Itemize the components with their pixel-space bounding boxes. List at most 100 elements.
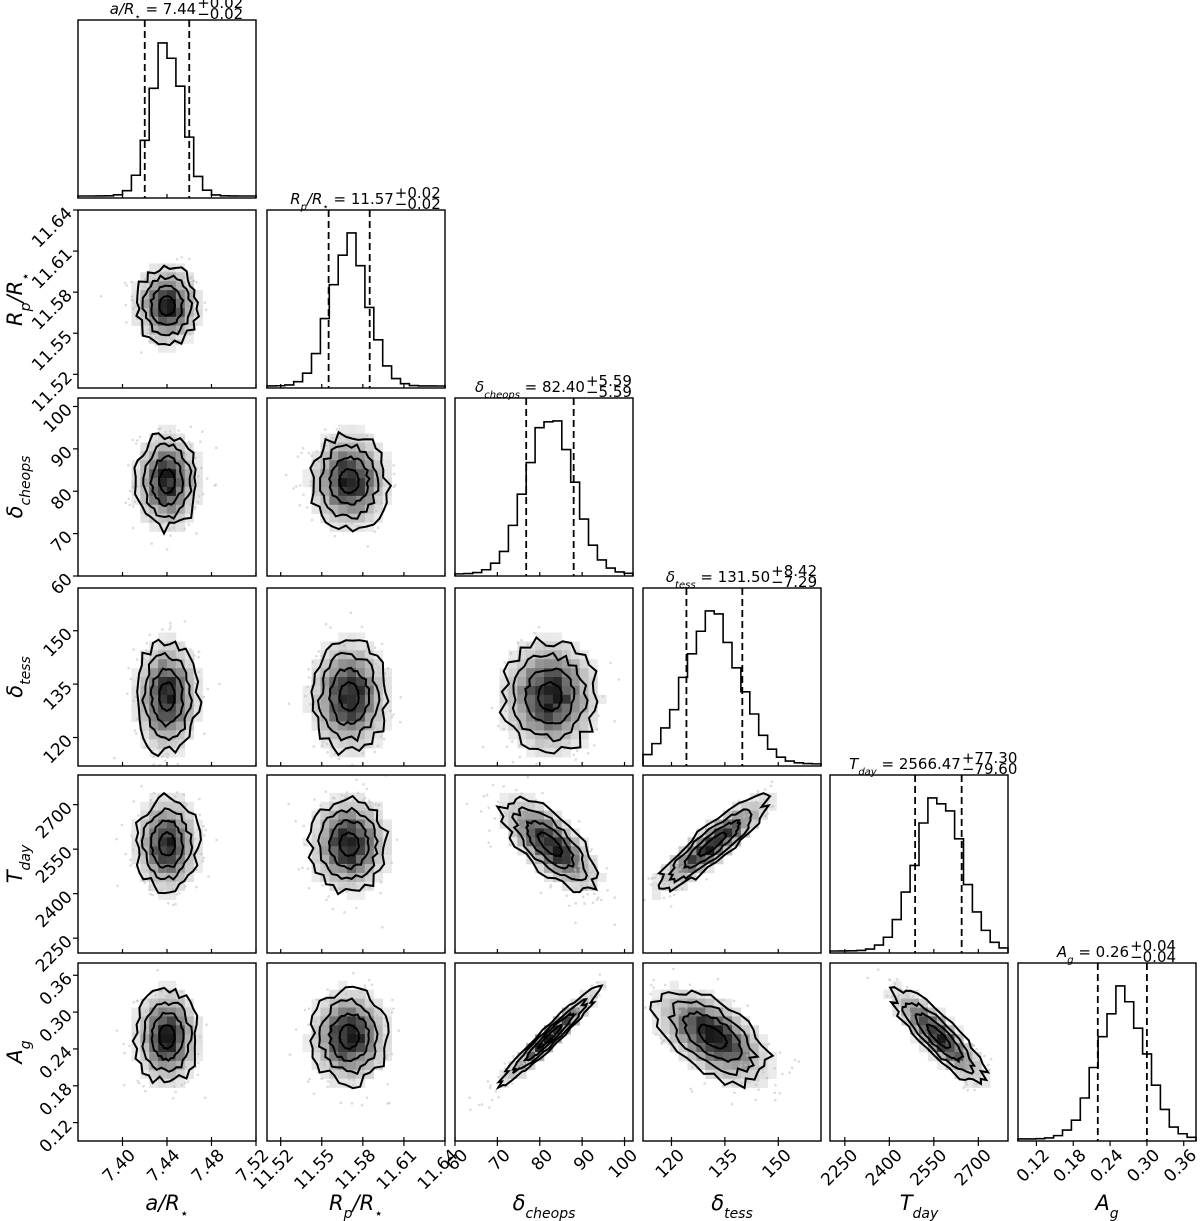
density-cell — [149, 1016, 159, 1026]
density-cell — [329, 837, 339, 847]
density-cell — [184, 998, 194, 1008]
sample-point — [321, 744, 324, 747]
sample-point — [184, 1065, 187, 1069]
sample-point — [361, 751, 364, 755]
sample-point — [352, 1083, 355, 1087]
density-cell — [311, 495, 321, 506]
density-cell — [338, 1069, 348, 1079]
density-cell — [544, 721, 554, 731]
density-cell — [552, 846, 563, 856]
density-cell — [517, 659, 527, 669]
sample-point — [577, 864, 580, 868]
density-cell — [651, 989, 662, 999]
sample-point — [965, 1061, 969, 1065]
density-cell — [356, 1025, 366, 1035]
contour-RpR-dch-0 — [338, 467, 360, 495]
density-cell — [338, 730, 348, 740]
sample-point — [739, 1063, 743, 1066]
density-cell — [678, 1034, 688, 1044]
sample-point — [745, 1054, 749, 1057]
density-cell — [158, 739, 168, 749]
density-cell — [338, 980, 348, 990]
density-cell — [167, 469, 177, 479]
density-cell — [347, 837, 357, 847]
density-cell — [338, 792, 348, 802]
density-cell — [588, 712, 598, 722]
contour-Tday-Ag-3 — [888, 986, 991, 1086]
sample-point — [152, 1069, 156, 1073]
density-cell — [356, 1007, 366, 1017]
sample-point — [152, 763, 156, 766]
density-cell — [320, 801, 330, 811]
sample-point — [740, 1081, 744, 1084]
density-cell — [373, 1034, 383, 1044]
density-cell — [320, 703, 330, 713]
density-cell — [382, 1043, 392, 1053]
sample-point — [673, 889, 677, 892]
sample-point — [323, 1013, 326, 1017]
sample-point — [488, 1086, 492, 1090]
sample-point — [306, 685, 309, 689]
sample-point — [526, 643, 530, 646]
sample-point — [180, 255, 183, 259]
sample-point — [678, 1011, 681, 1014]
sample-point — [488, 829, 491, 832]
hist-title-Tday: Tday = 2566.47 — [849, 755, 961, 778]
sample-point — [506, 1075, 510, 1079]
density-cell — [740, 1043, 751, 1053]
sample-point — [541, 791, 544, 795]
y-tick-label-Ag: 0.30 — [36, 1006, 77, 1047]
sample-point — [349, 805, 352, 808]
sample-point — [771, 804, 775, 808]
contour-dte-Ag-1 — [681, 1010, 743, 1063]
sample-point — [326, 988, 329, 991]
sample-point — [125, 321, 128, 324]
contour-aR-dch-1 — [149, 454, 185, 508]
sample-point — [306, 1080, 310, 1083]
sample-point — [113, 756, 116, 760]
density-cell — [175, 460, 186, 470]
density-cell — [552, 668, 563, 678]
sample-point — [139, 463, 143, 466]
sample-point — [322, 506, 326, 510]
density-cell — [535, 855, 545, 865]
density-cell — [311, 1052, 321, 1062]
sample-point — [174, 647, 178, 650]
sample-point — [912, 995, 915, 998]
sample-point — [201, 492, 205, 496]
density-cell — [184, 487, 194, 497]
sample-point — [601, 695, 605, 698]
sample-point — [157, 427, 160, 431]
density-cell — [758, 1069, 768, 1079]
sample-point — [364, 648, 368, 651]
density-cell — [149, 685, 159, 696]
density-cell — [356, 433, 366, 443]
density-cell — [356, 998, 366, 1008]
density-cell — [167, 1025, 177, 1035]
y-axis-label-dte: δtess — [3, 656, 34, 698]
sample-point — [390, 715, 394, 719]
sample-point — [508, 843, 512, 847]
sample-point — [503, 1062, 507, 1065]
sample-point — [99, 295, 103, 298]
contour-RpR-Tday-2 — [317, 806, 379, 881]
sample-point — [196, 1073, 200, 1077]
density-cell — [347, 721, 357, 731]
density-cell — [311, 703, 321, 713]
sample-point — [965, 1083, 968, 1086]
density-cell — [714, 1025, 724, 1035]
sample-point — [374, 662, 378, 666]
sample-point — [189, 1018, 192, 1021]
sample-point — [521, 1061, 524, 1065]
sample-point — [130, 280, 133, 284]
contours-aR-RpR — [135, 264, 201, 347]
sample-point — [303, 1008, 307, 1012]
sample-point — [124, 501, 128, 505]
density-cell — [167, 325, 177, 335]
density-cell — [158, 890, 168, 900]
sample-point — [122, 1042, 125, 1046]
sample-point — [133, 729, 137, 732]
x-axis-label-RpR: Rp/R⋆ — [329, 1191, 383, 1221]
density-cell — [687, 855, 697, 865]
sample-point — [572, 753, 575, 757]
